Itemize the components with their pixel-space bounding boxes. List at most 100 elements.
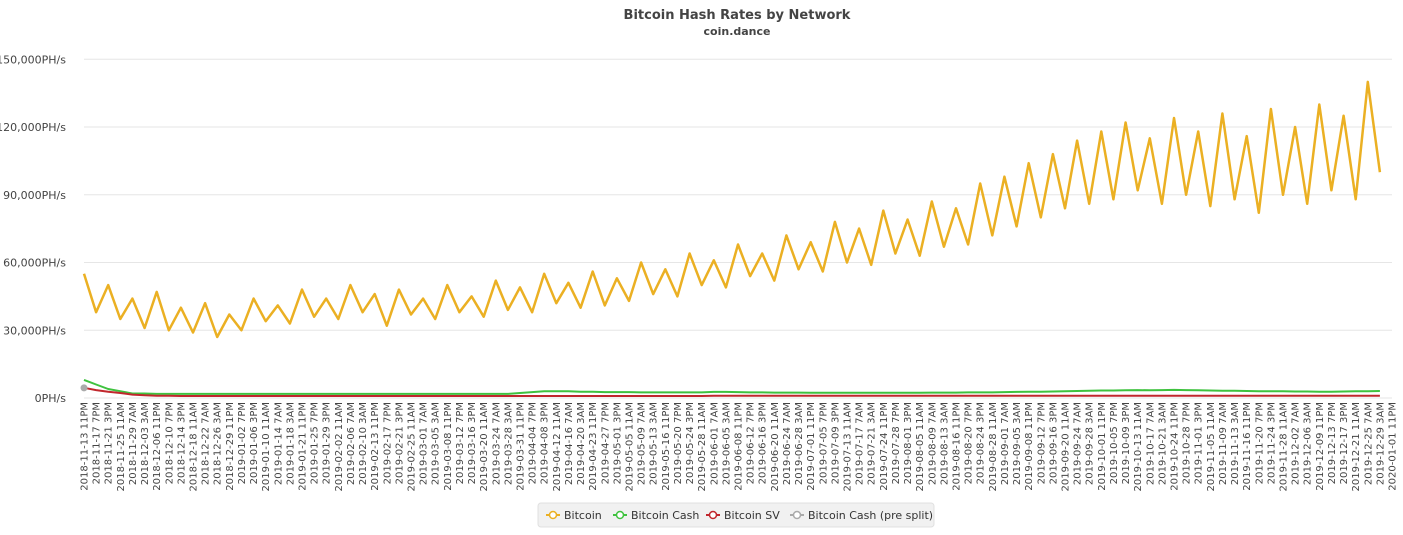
x-tick-label: 2019-12-13 7PM — [1327, 402, 1338, 484]
x-tick-label: 2019-02-10 3AM — [358, 402, 369, 485]
legend-marker-icon — [708, 510, 718, 520]
x-tick-label: 2019-07-09 3PM — [830, 402, 841, 484]
x-tick-label: 2019-12-29 3AM — [1375, 402, 1386, 485]
x-tick-label: 2019-04-16 7AM — [564, 402, 575, 485]
x-tick-label: 2019-05-05 11AM — [625, 402, 636, 492]
x-tick-label: 2018-11-13 11PM — [80, 402, 91, 491]
x-tick-label: 2019-12-17 3PM — [1339, 402, 1350, 484]
x-tick-label: 2019-05-28 11AM — [697, 402, 708, 492]
x-tick-label: 2019-11-09 7AM — [1218, 402, 1229, 485]
y-gridlines — [84, 58, 1392, 399]
legend-marker-icon — [548, 510, 558, 520]
x-tick-label: 2019-04-08 3PM — [540, 402, 551, 484]
x-tick-label: 2019-07-24 11PM — [879, 402, 890, 491]
x-tick-label: 2019-10-01 11PM — [1097, 402, 1108, 491]
x-tick-label: 2019-05-24 3PM — [685, 402, 696, 484]
x-tick-label: 2019-11-24 3PM — [1266, 402, 1277, 484]
x-tick-label: 2019-01-14 7AM — [273, 402, 284, 485]
x-tick-label: 2019-06-08 11PM — [734, 402, 745, 491]
legend-item[interactable]: Bitcoin Cash — [613, 509, 699, 522]
chart-title: Bitcoin Hash Rates by Network — [624, 8, 851, 23]
x-tick-label: 2018-12-26 3AM — [213, 402, 224, 485]
x-tick-label: 2019-06-05 3AM — [721, 402, 732, 485]
x-tick-label: 2018-11-25 11AM — [116, 402, 127, 492]
legend-label: Bitcoin SV — [724, 509, 780, 522]
x-tick-label: 2019-12-25 7AM — [1363, 402, 1374, 485]
y-tick-label: 90,000PH/s — [3, 189, 66, 202]
x-tick-label: 2019-02-13 11PM — [370, 402, 381, 491]
x-tick-label: 2019-01-10 11AM — [261, 402, 272, 492]
x-tick-label: 2019-03-16 3PM — [467, 402, 478, 484]
x-tick-label: 2019-12-21 11AM — [1351, 402, 1362, 492]
legend-marker-icon — [792, 510, 802, 520]
x-tick-label: 2018-12-10 7PM — [164, 402, 175, 484]
series-line-bitcoin-cash — [83, 378, 1380, 395]
x-tick-label: 2019-08-13 3AM — [939, 402, 950, 485]
x-tick-label: 2019-10-24 11PM — [1170, 402, 1181, 491]
x-tick-label: 2019-05-20 7PM — [673, 402, 684, 484]
legend-item[interactable]: Bitcoin Cash (pre split) — [790, 509, 933, 522]
x-tick-label: 2019-11-05 11AM — [1206, 402, 1217, 492]
x-tick-label: 2019-09-20 11AM — [1061, 402, 1072, 492]
legend-background — [537, 502, 935, 528]
x-tick-label: 2019-12-09 11PM — [1315, 402, 1326, 491]
x-tick-label: 2019-07-17 7AM — [855, 402, 866, 485]
x-tick-label: 2019-07-28 7PM — [891, 402, 902, 484]
x-tick-label: 2018-11-17 7PM — [92, 402, 103, 484]
x-tick-label: 2019-04-27 7PM — [600, 402, 611, 484]
x-tick-label: 2019-01-18 3AM — [285, 402, 296, 485]
x-tick-label: 2018-12-03 3AM — [140, 402, 151, 485]
series-line-bitcoin-sv — [83, 386, 1380, 397]
x-tick-label: 2019-11-13 3AM — [1230, 402, 1241, 485]
x-tick-label: 2019-02-02 11AM — [334, 402, 345, 492]
legend-item[interactable]: Bitcoin SV — [706, 509, 780, 522]
x-tick-label: 2019-09-08 11PM — [1024, 402, 1035, 491]
y-tick-label: 120,000PH/s — [0, 121, 66, 134]
x-tick-label: 2019-06-01 7AM — [709, 402, 720, 485]
x-tick-label: 2019-03-20 11AM — [479, 402, 490, 492]
legend-item[interactable]: Bitcoin — [546, 509, 602, 522]
x-tick-label: 2018-11-29 7AM — [128, 402, 139, 485]
x-tick-label: 2019-04-04 7PM — [528, 402, 539, 484]
legend-label: Bitcoin — [564, 509, 602, 522]
x-tick-label: 2019-10-28 7PM — [1182, 402, 1193, 484]
x-tick-label: 2019-05-09 7AM — [637, 402, 648, 485]
legend-label: Bitcoin Cash — [631, 509, 699, 522]
x-tick-label: 2019-12-06 3AM — [1303, 402, 1314, 485]
x-tick-label: 2019-02-17 7PM — [382, 402, 393, 484]
y-tick-label: 60,000PH/s — [3, 257, 66, 270]
x-tick-label: 2020-01-01 11PM — [1388, 402, 1399, 491]
x-tick-label: 2018-12-06 11PM — [152, 402, 163, 491]
y-axis-ticks: 0PH/s 30,000PH/s 60,000PH/s 90,000PH/s 120,0… — [0, 53, 66, 405]
x-tick-label: 2019-08-24 3PM — [976, 402, 987, 484]
legend: Bitcoin Bitcoin Cash Bitcoin SV Bitcoin Cas… — [537, 502, 935, 528]
x-tick-label: 2019-12-02 7AM — [1291, 402, 1302, 485]
x-tick-label: 2019-01-29 3PM — [322, 402, 333, 484]
x-tick-label: 2019-06-28 3AM — [794, 402, 805, 485]
x-tick-label: 2019-08-01 3PM — [903, 402, 914, 484]
x-tick-label: 2019-01-21 11PM — [298, 402, 309, 491]
x-tick-label: 2019-10-05 7PM — [1109, 402, 1120, 484]
y-tick-label: 150,000PH/s — [0, 53, 66, 66]
x-tick-label: 2019-11-20 7PM — [1254, 402, 1265, 484]
legend-label: Bitcoin Cash (pre split) — [808, 509, 933, 522]
x-tick-label: 2019-06-24 7AM — [782, 402, 793, 485]
x-tick-label: 2019-01-25 7PM — [310, 402, 321, 484]
x-tick-label: 2018-12-14 3PM — [176, 402, 187, 484]
x-tick-label: 2019-07-21 3AM — [867, 402, 878, 485]
x-tick-label: 2019-02-06 7AM — [346, 402, 357, 485]
x-tick-label: 2019-06-20 11AM — [770, 402, 781, 492]
y-tick-label: 30,000PH/s — [3, 324, 66, 337]
x-tick-label: 2019-11-28 11AM — [1279, 402, 1290, 492]
x-axis-ticks: 2018-11-13 11PM 2018-11-17 7PM 2018-11-21 … — [80, 402, 1399, 492]
x-tick-label: 2019-08-16 11PM — [952, 402, 963, 491]
x-tick-label: 2019-04-20 3AM — [576, 402, 587, 485]
x-tick-label: 2019-03-31 11PM — [516, 402, 527, 491]
x-tick-label: 2019-08-28 11AM — [988, 402, 999, 492]
x-tick-label: 2019-03-28 3AM — [503, 402, 514, 485]
x-tick-label: 2019-03-12 7PM — [455, 402, 466, 484]
x-tick-label: 2018-12-22 7AM — [201, 402, 212, 485]
x-tick-label: 2019-09-01 7AM — [1000, 402, 1011, 485]
x-tick-label: 2019-03-05 3AM — [431, 402, 442, 485]
